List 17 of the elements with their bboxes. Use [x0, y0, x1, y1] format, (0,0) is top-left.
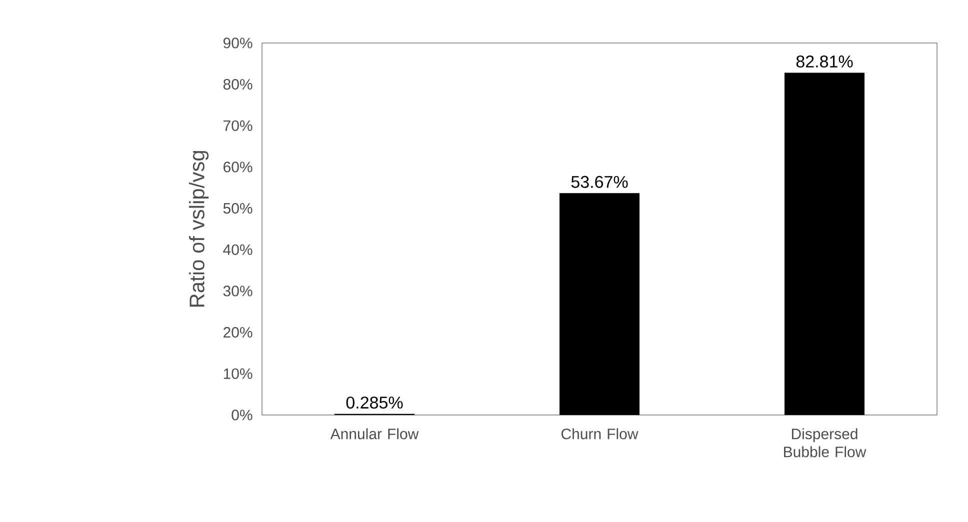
y-tick-label: 20% [224, 327, 252, 338]
x-tick-label: Dispersed Bubble Flow [784, 428, 866, 458]
x-tick-label: Annular Flow [330, 428, 419, 440]
y-tick-label: 40% [223, 244, 252, 255]
y-tick-label: 10% [224, 368, 252, 379]
y-tick-label: 90% [223, 38, 252, 48]
data-label: 53.67% [571, 176, 628, 188]
y-tick-label: 0% [232, 410, 252, 420]
data-label: 0.285% [346, 396, 403, 409]
y-axis-title: Ratio of vslip/vsg [189, 151, 209, 307]
y-tick-label: 50% [223, 203, 252, 214]
data-label: 82.81% [796, 55, 853, 68]
y-tick-label: 60% [224, 162, 252, 172]
y-tick-label: 30% [223, 286, 252, 296]
x-tick-label: Churn Flow [562, 428, 638, 440]
y-tick-label: 70% [224, 120, 252, 131]
y-tick-label: 80% [223, 79, 252, 90]
